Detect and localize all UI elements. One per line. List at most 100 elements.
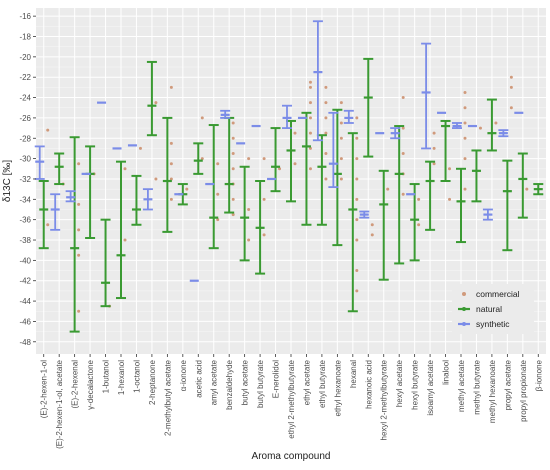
y-tick-label: -18 — [19, 32, 31, 41]
commercial-point — [463, 90, 467, 94]
commercial-point — [247, 238, 251, 242]
commercial-point — [339, 177, 343, 181]
commercial-point — [231, 167, 235, 171]
commercial-point — [339, 101, 343, 105]
x-tick-label: 2-methylbutyl acetate — [163, 359, 172, 436]
commercial-point — [293, 162, 297, 166]
x-tick-label: butyl butyrate — [256, 359, 265, 408]
x-tick-label: hexanal — [349, 360, 358, 388]
commercial-point — [231, 136, 235, 140]
commercial-point — [339, 136, 343, 140]
x-tick-label: α-ionone — [179, 359, 188, 391]
commercial-point — [401, 152, 405, 156]
series-synthetic — [34, 20, 524, 282]
commercial-point — [401, 96, 405, 100]
commercial-point — [417, 197, 421, 201]
legend-label-natural: natural — [476, 304, 502, 314]
commercial-point — [463, 121, 467, 125]
commercial-point — [355, 136, 359, 140]
commercial-point — [262, 233, 266, 237]
commercial-point — [324, 131, 328, 135]
x-tick-label: β-ionone — [534, 359, 543, 391]
y-tick-label: -48 — [19, 338, 31, 347]
commercial-point — [324, 152, 328, 156]
commercial-point — [216, 218, 220, 222]
commercial-point — [154, 101, 158, 105]
commercial-point — [231, 197, 235, 201]
commercial-point — [308, 131, 312, 135]
y-tick-label: -46 — [19, 317, 31, 326]
commercial-point — [231, 152, 235, 156]
y-tick-label: -20 — [19, 53, 31, 62]
x-tick-label: propyl propionate — [519, 359, 528, 421]
commercial-point — [138, 146, 142, 150]
y-tick-label: -16 — [19, 12, 31, 21]
commercial-point — [216, 192, 220, 196]
x-tick-label: linalool — [442, 360, 451, 385]
commercial-point — [308, 85, 312, 89]
y-axis: -16 -18 -20 -22 -24 -26 -28 -30 -32 -34 -36 -38 -40 -… — [19, 12, 36, 347]
x-tick-label: (E)-2-hexen-1-ol, acetate — [55, 359, 64, 448]
commercial-point — [494, 121, 498, 125]
commercial-point — [123, 238, 127, 242]
commercial-point — [231, 213, 235, 217]
commercial-point — [308, 80, 312, 84]
commercial-point — [509, 85, 513, 89]
y-tick-label: -32 — [19, 175, 31, 184]
commercial-point — [77, 309, 81, 313]
commercial-point — [509, 75, 513, 79]
commercial-point — [169, 85, 173, 89]
x-axis-label: Aroma compound — [252, 451, 331, 462]
commercial-point — [463, 106, 467, 110]
commercial-point — [169, 177, 173, 181]
commercial-point — [370, 223, 374, 227]
commercial-point — [432, 146, 436, 150]
y-tick-label: -22 — [19, 73, 31, 82]
commercial-point — [324, 177, 328, 181]
x-tick-label: γ-decalactone — [86, 359, 95, 409]
commercial-point — [463, 187, 467, 191]
commercial-point — [432, 162, 436, 166]
x-tick-label: propyl acetate — [503, 359, 512, 410]
x-tick-label: amyl acetate — [210, 359, 219, 405]
commercial-point — [185, 187, 189, 191]
x-tick-label: 2-heptanone — [148, 359, 157, 404]
y-tick-label: -42 — [19, 277, 31, 286]
legend: commercial natural synthetic — [452, 284, 534, 334]
x-tick-label: ethyl 2-methylbutyrate — [287, 359, 296, 438]
commercial-point — [77, 162, 81, 166]
commercial-point — [401, 192, 405, 196]
legend-label-commercial: commercial — [476, 289, 520, 299]
x-tick-label: hexanoic acid — [364, 360, 373, 409]
x-axis: (E)-2-hexen-1-ol (E)-2-hexen-1-ol, acetat… — [40, 354, 543, 449]
commercial-point — [169, 141, 173, 145]
commercial-point — [448, 197, 452, 201]
legend-key-commercial — [462, 292, 466, 296]
commercial-point — [46, 128, 50, 132]
commercial-point — [432, 131, 436, 135]
commercial-point — [355, 238, 359, 242]
x-tick-label: methyl hexanoate — [488, 359, 497, 423]
x-tick-label: methyl acetate — [457, 359, 466, 412]
commercial-point — [262, 197, 266, 201]
x-tick-label: butyl acetate — [241, 359, 250, 405]
commercial-point — [370, 233, 374, 237]
commercial-point — [355, 269, 359, 273]
x-tick-label: (E)-2-hexenal — [71, 360, 80, 409]
x-tick-label: acetic acid — [194, 360, 203, 398]
commercial-point — [308, 146, 312, 150]
commercial-point — [308, 167, 312, 171]
legend-label-synthetic: synthetic — [476, 319, 510, 329]
commercial-point — [46, 223, 50, 227]
commercial-point — [262, 157, 266, 161]
y-tick-label: -30 — [19, 155, 31, 164]
commercial-point — [247, 157, 251, 161]
commercial-point — [308, 116, 312, 120]
y-tick-label: -28 — [19, 134, 31, 143]
x-tick-label: hexyl acetate — [395, 359, 404, 407]
y-tick-label: -40 — [19, 256, 31, 265]
commercial-point — [169, 162, 173, 166]
commercial-point — [293, 131, 297, 135]
commercial-point — [448, 167, 452, 171]
